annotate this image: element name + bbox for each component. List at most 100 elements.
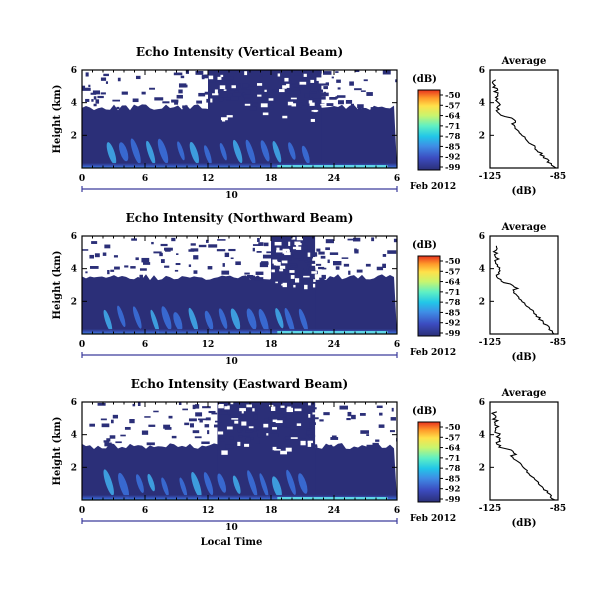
clear-cell <box>287 101 294 106</box>
echo-cell <box>102 252 107 256</box>
echo-cell <box>268 417 272 420</box>
profile-x-label: (dB) <box>512 186 537 197</box>
echo-cell <box>221 72 228 77</box>
echo-cell <box>283 414 287 417</box>
colorbar-tick-label: -78 <box>445 132 460 142</box>
clear-cell <box>272 419 278 423</box>
echo-cell <box>208 244 218 248</box>
profile-y-tick-label: 4 <box>479 431 485 441</box>
echo-cell <box>93 103 97 107</box>
clear-cell <box>217 431 224 435</box>
echo-cell <box>351 414 356 420</box>
echo-cell <box>216 78 225 82</box>
echo-cell <box>393 238 397 243</box>
panel-1: Echo Intensity (Vertical Beam)0 6 12 18 24 62… <box>52 45 566 201</box>
echo-cell <box>283 90 292 94</box>
echo-cell <box>250 405 255 408</box>
clear-cell <box>277 73 281 77</box>
echo-cell <box>164 265 170 268</box>
clear-cell <box>311 271 317 274</box>
echo-cell <box>331 435 337 438</box>
echo-cell <box>144 416 151 418</box>
clear-cell <box>234 420 239 424</box>
profile-x-tick-label: -125 <box>479 504 502 514</box>
echo-cell <box>154 97 164 101</box>
date-label: 10 <box>225 357 238 367</box>
clear-cell <box>320 103 325 106</box>
echo-cell <box>260 262 269 265</box>
clear-cell <box>274 449 281 451</box>
echo-cell <box>176 253 179 255</box>
echo-cell <box>171 99 179 103</box>
echo-cell <box>307 264 312 267</box>
x-tick-label: 18 <box>265 174 278 184</box>
echo-cell <box>304 93 310 98</box>
echo-cell <box>194 436 202 439</box>
echo-cell <box>359 413 366 416</box>
echo-cell <box>205 239 209 243</box>
echo-cell <box>325 247 330 251</box>
echo-cell <box>195 412 203 417</box>
echo-cell <box>135 75 141 80</box>
echo-cell <box>242 83 249 88</box>
echo-cell <box>178 89 183 94</box>
echo-cell <box>318 266 325 270</box>
echo-cell <box>174 269 179 272</box>
clear-cell <box>223 89 227 91</box>
echo-cell <box>234 90 239 93</box>
echo-cell <box>213 424 221 428</box>
echo-cell <box>226 81 233 84</box>
colorbar-tick-label: -92 <box>445 153 460 163</box>
echo-cell <box>293 87 300 91</box>
echo-cell <box>258 242 264 246</box>
echo-cell <box>308 404 315 408</box>
echo-cell <box>343 263 350 267</box>
x-tick-label: 18 <box>265 506 278 516</box>
clear-cell <box>290 97 297 100</box>
profile-y-tick-label: 2 <box>479 131 485 141</box>
echo-streak <box>275 308 284 329</box>
echo-cell <box>211 412 218 415</box>
panel-3: Echo Intensity (Eastward Beam)0 6 12 18 24 62… <box>52 377 566 548</box>
echo-cell <box>214 97 222 99</box>
clear-cell <box>311 263 316 266</box>
clear-cell <box>275 262 281 266</box>
echo-cell <box>321 267 327 270</box>
clear-cell <box>304 284 308 290</box>
profile-y-tick-label: 6 <box>479 398 485 408</box>
clear-cell <box>272 446 277 451</box>
colorbar-tick-label: -99 <box>445 329 460 339</box>
clear-cell <box>210 98 213 103</box>
echo-streak <box>147 473 155 492</box>
echo-cell <box>293 255 302 259</box>
echo-cell <box>290 425 295 430</box>
echo-streak <box>103 309 113 332</box>
clear-cell <box>286 83 290 88</box>
clear-cell <box>312 283 316 288</box>
clear-cell <box>313 257 317 260</box>
date-label: 10 <box>225 523 238 533</box>
echo-cell <box>391 407 394 412</box>
x-tick-label: 6 <box>142 506 148 516</box>
echo-cell <box>222 97 231 100</box>
echo-cell <box>267 94 271 99</box>
echo-cell <box>100 418 107 421</box>
echo-cell <box>382 254 387 257</box>
echo-cell <box>101 423 110 428</box>
echo-streak <box>301 145 310 164</box>
x-tick-label: 6 <box>142 340 148 350</box>
clear-cell <box>307 440 313 444</box>
echo-streak <box>230 308 241 330</box>
echo-cell <box>281 268 291 272</box>
echo-cell <box>272 89 280 92</box>
echo-cell <box>348 270 351 275</box>
echo-cell <box>116 106 120 110</box>
echo-cell <box>275 410 282 414</box>
echo-cell <box>89 423 96 427</box>
colorbar-tick-label: -92 <box>445 485 460 495</box>
echo-cell <box>307 258 314 262</box>
echo-cell <box>311 417 319 420</box>
echo-cell <box>137 402 141 406</box>
heatmap <box>82 70 397 168</box>
echo-cell <box>188 264 192 267</box>
